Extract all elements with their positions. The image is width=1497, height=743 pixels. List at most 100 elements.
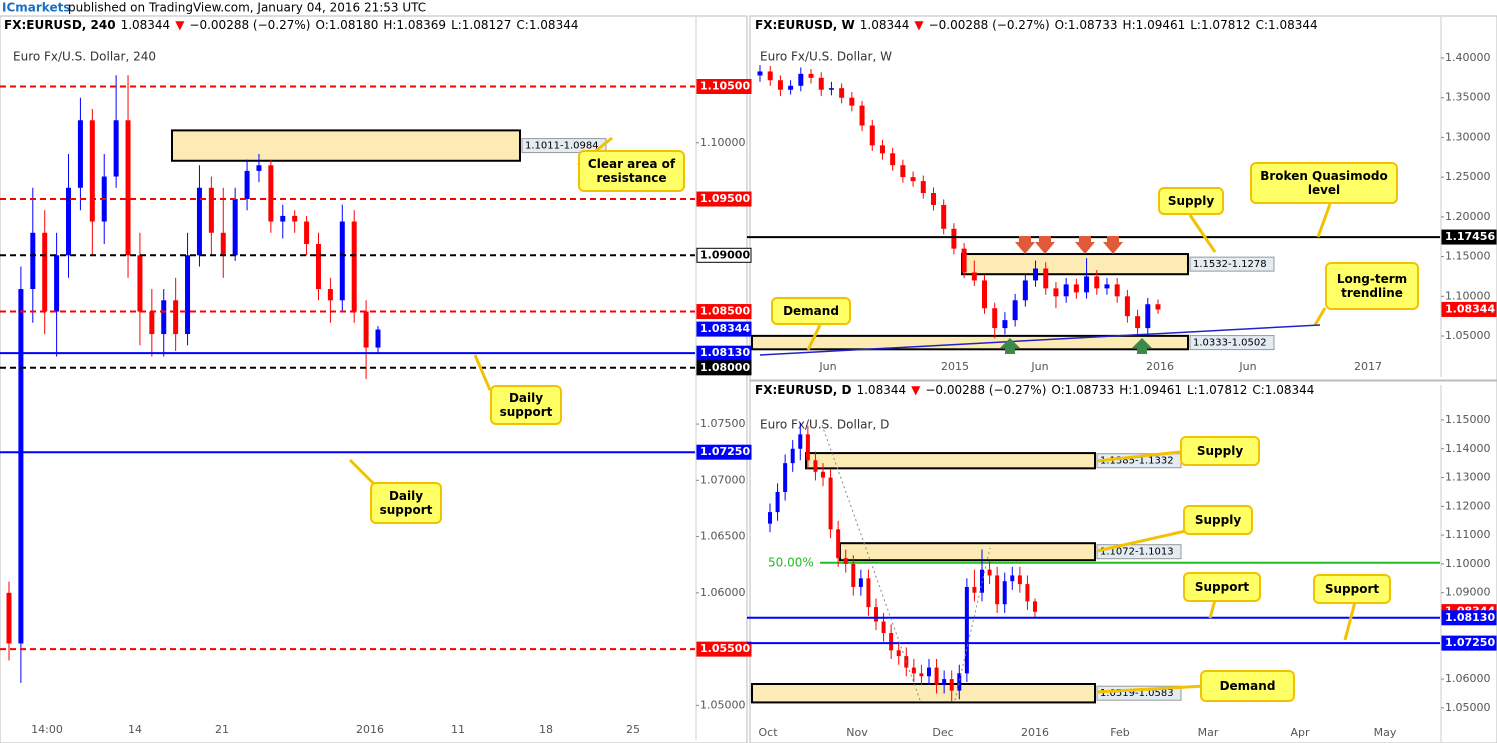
candle-body bbox=[775, 491, 780, 513]
panel bbox=[0, 15, 748, 743]
callout: Daily support bbox=[490, 385, 562, 425]
candle-body bbox=[18, 289, 24, 644]
zone-label-box bbox=[521, 138, 607, 154]
candle-body bbox=[849, 97, 855, 106]
symbol-header: FX:EURUSD, W 1.08344 ▼ −0.00288 (−0.27%) O:1… bbox=[755, 18, 1318, 32]
price-tag bbox=[696, 191, 752, 207]
y-tick-label: 1.20000 bbox=[1445, 210, 1491, 223]
fib-label: 50.00% bbox=[768, 555, 814, 569]
x-tick-label: 14 bbox=[128, 723, 142, 736]
header-open: O:1.08733 bbox=[1055, 18, 1118, 32]
candle-body bbox=[30, 232, 36, 290]
candle-body bbox=[927, 667, 931, 677]
candle-body bbox=[1073, 284, 1079, 293]
x-tick-label: Jun bbox=[818, 360, 836, 373]
candle-body bbox=[919, 673, 924, 677]
candle-body bbox=[788, 85, 794, 90]
candle-body bbox=[89, 120, 95, 222]
candle-body bbox=[42, 232, 48, 312]
y-tick-label: 1.10000 bbox=[1445, 557, 1491, 570]
y-tick-label: 1.10000 bbox=[700, 136, 746, 149]
header-direction: ▼ bbox=[911, 383, 921, 397]
x-tick-label: Feb bbox=[1110, 726, 1129, 739]
candle-body bbox=[839, 88, 845, 98]
candle-body bbox=[783, 463, 788, 492]
candle-body bbox=[1124, 296, 1130, 317]
callout: Supply bbox=[1180, 436, 1260, 466]
candle-body bbox=[292, 215, 298, 222]
candle-body bbox=[137, 255, 143, 312]
x-tick-label: Nov bbox=[846, 726, 868, 739]
candle-body bbox=[1033, 268, 1039, 281]
header-change: −0.00288 (−0.27%) bbox=[925, 383, 1046, 397]
callout: Daily support bbox=[370, 482, 442, 524]
callout: Supply bbox=[1183, 505, 1253, 535]
candle-body bbox=[890, 153, 896, 166]
callout: Long-term trendline bbox=[1325, 262, 1419, 310]
price-tag-label: 1.10500 bbox=[700, 80, 750, 93]
x-tick-label: 14:00 bbox=[31, 723, 63, 736]
candle-body bbox=[315, 244, 321, 290]
header-symbol: FX:EURUSD, 240 bbox=[4, 18, 116, 32]
candle-body bbox=[900, 165, 906, 178]
zone-label: 1.0519-1.0583 bbox=[1100, 688, 1174, 699]
candle-body bbox=[879, 145, 885, 154]
x-tick-label: Apr bbox=[1290, 726, 1310, 739]
callout-pointer bbox=[1096, 528, 1191, 553]
header-low: L:1.08127 bbox=[451, 18, 511, 32]
zone bbox=[751, 334, 1189, 351]
candle-body bbox=[113, 120, 119, 177]
candle-body bbox=[1025, 584, 1030, 602]
arrow-down bbox=[1015, 236, 1035, 254]
price-tag-label: 1.08344 bbox=[1445, 302, 1495, 315]
candle-body bbox=[881, 621, 886, 634]
candle-body bbox=[828, 477, 833, 530]
candle-body bbox=[768, 512, 772, 524]
candle-body bbox=[828, 88, 834, 90]
chart-title: Euro Fx/U.S. Dollar, W bbox=[760, 50, 892, 64]
candle-body bbox=[798, 73, 804, 86]
candle-body bbox=[1094, 276, 1100, 289]
candle-body bbox=[992, 308, 998, 329]
brand[interactable]: ICmarkets bbox=[2, 1, 70, 15]
y-tick-label: 1.07500 bbox=[700, 417, 746, 430]
zone-label: 1.0333-1.0502 bbox=[1193, 338, 1267, 349]
y-tick-label: 1.05000 bbox=[1445, 701, 1491, 714]
zone-label: 1.1011-1.0984 bbox=[525, 141, 599, 152]
zone-label: 1.1072-1.1013 bbox=[1100, 547, 1174, 558]
x-tick-label: Jun bbox=[1238, 360, 1256, 373]
symbol-header: FX:EURUSD, 240 1.08344 ▼ −0.00288 (−0.27%) O… bbox=[4, 18, 578, 32]
candle-body bbox=[859, 105, 865, 126]
y-tick-label: 1.14000 bbox=[1445, 442, 1491, 455]
arrow-up bbox=[1000, 338, 1020, 354]
price-tag-label: 1.09000 bbox=[700, 248, 750, 261]
price-tag-label: 1.08000 bbox=[700, 361, 750, 374]
callout: Supply bbox=[1158, 187, 1224, 215]
price-tag-label: 1.08344 bbox=[700, 322, 750, 335]
x-tick-label: Dec bbox=[932, 726, 953, 739]
x-tick-label: 11 bbox=[451, 723, 465, 736]
header-high: H:1.09461 bbox=[1119, 383, 1182, 397]
candle-body bbox=[351, 221, 357, 312]
candle-body bbox=[375, 329, 381, 348]
callout: Broken Quasimodo level bbox=[1250, 162, 1398, 204]
candle-body bbox=[66, 187, 72, 256]
candle-body bbox=[851, 563, 856, 587]
candle-body bbox=[987, 569, 992, 576]
y-tick-label: 1.06500 bbox=[700, 530, 746, 543]
header-high: H:1.09461 bbox=[1123, 18, 1186, 32]
price-tag-label: 1.07250 bbox=[700, 445, 750, 458]
symbol-header: FX:EURUSD, D 1.08344 ▼ −0.00288 (−0.27%) O:1… bbox=[755, 383, 1314, 397]
published-note: published on TradingView.com, January 04… bbox=[68, 1, 426, 15]
candle-body bbox=[896, 650, 901, 657]
candle-body bbox=[866, 578, 871, 608]
x-tick-label: Mar bbox=[1198, 726, 1219, 739]
y-tick-label: 1.15000 bbox=[1445, 413, 1491, 426]
candle-body bbox=[339, 221, 345, 301]
candle-body bbox=[843, 558, 848, 564]
x-tick-label: 25 bbox=[626, 723, 640, 736]
callout-pointer bbox=[1096, 450, 1181, 463]
zone bbox=[751, 682, 1096, 704]
